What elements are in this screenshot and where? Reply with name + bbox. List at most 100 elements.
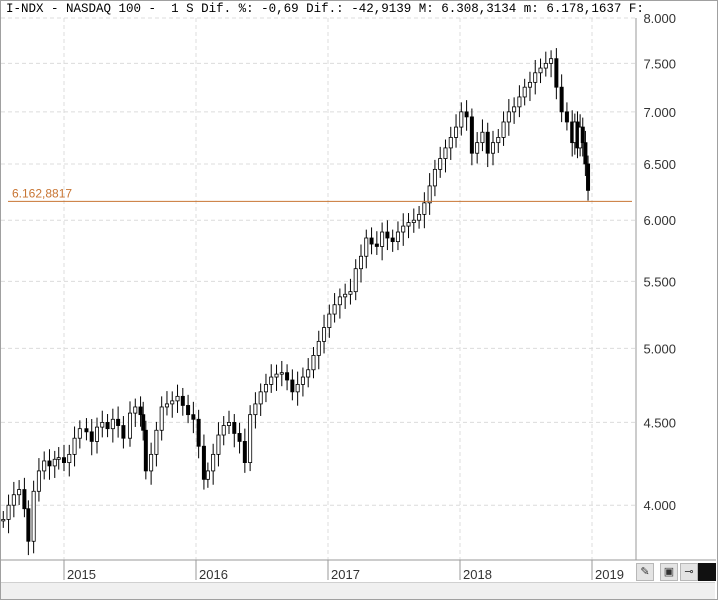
candle-body xyxy=(454,126,459,138)
grid-lines xyxy=(1,17,636,560)
candle-body xyxy=(52,458,57,467)
candle-body xyxy=(417,213,422,221)
candle-body xyxy=(401,225,406,233)
y-axis: 4.000 4.500 5.000 5.500 6.000 6.500 7.000 7.500… xyxy=(643,11,676,513)
quote-header: I-NDX - NASDAQ 100 - 1 S Dif. %: -0,69 D… xyxy=(6,2,644,16)
y-tick-label: 8.000 xyxy=(643,11,676,26)
candle-body xyxy=(586,163,591,191)
horizontal-line-label: 6.162,8817 xyxy=(12,186,72,200)
candle-body xyxy=(549,58,554,64)
candle-body xyxy=(501,121,506,138)
candle-body xyxy=(369,237,374,245)
candle-body xyxy=(253,403,258,416)
candle-body xyxy=(464,111,469,118)
candle-body xyxy=(374,243,379,247)
max-label: M: xyxy=(418,2,434,16)
candle-body xyxy=(432,168,437,187)
candle-body xyxy=(127,412,132,439)
candle-body xyxy=(496,137,501,144)
candle-body xyxy=(31,490,36,542)
candle-body xyxy=(159,406,164,431)
candle-body xyxy=(116,418,121,426)
candle-body xyxy=(554,58,559,88)
y-tick-label: 6.500 xyxy=(643,157,676,172)
candles-group xyxy=(1,48,591,556)
candle-body xyxy=(316,340,321,356)
candle-body xyxy=(216,434,221,455)
dif-pct-label: Dif. %: xyxy=(201,2,254,16)
x-tick-label: 2019 xyxy=(595,567,624,582)
candle-body xyxy=(201,445,206,480)
candle-body xyxy=(11,494,16,506)
dif-value: -42,9139 xyxy=(351,2,412,16)
candle-body xyxy=(290,379,295,393)
x-tick-label: 2015 xyxy=(67,567,96,582)
x-tick-label: 2017 xyxy=(331,567,360,582)
y-tick-label: 4.500 xyxy=(643,415,676,430)
candle-body xyxy=(1,519,6,522)
candle-body xyxy=(205,470,210,480)
candle-body xyxy=(559,86,564,113)
candle-body xyxy=(56,457,61,460)
candle-body xyxy=(533,72,538,83)
candle-body xyxy=(543,62,548,69)
candle-body xyxy=(343,293,348,298)
f-label: F: xyxy=(628,2,644,16)
candle-body xyxy=(133,406,138,414)
candle-body xyxy=(422,202,427,215)
candle-body xyxy=(427,185,432,204)
candle-body xyxy=(121,425,126,439)
candle-body xyxy=(138,406,143,416)
fill-square-icon[interactable] xyxy=(698,563,716,581)
candle-body xyxy=(538,67,543,74)
candle-body xyxy=(517,96,522,108)
candle-body xyxy=(6,504,11,520)
candle-body xyxy=(438,158,443,170)
candle-body xyxy=(475,142,480,154)
candle-body xyxy=(348,291,353,295)
candle-body xyxy=(512,106,517,113)
candle-body xyxy=(490,142,495,154)
candle-body xyxy=(22,489,27,510)
candle-body xyxy=(358,255,363,270)
candle-body xyxy=(263,384,268,393)
candle-body xyxy=(191,414,196,420)
pin-icon[interactable]: ⊸ xyxy=(680,563,698,581)
period: 1 S xyxy=(171,2,194,16)
candle-body xyxy=(327,313,332,328)
candle-body xyxy=(17,489,22,496)
dif-label: Dif.: xyxy=(306,2,344,16)
x-tick-label: 2016 xyxy=(199,567,228,582)
candle-body xyxy=(100,422,105,428)
candle-body xyxy=(522,86,527,98)
y-tick-label: 7.000 xyxy=(643,105,676,120)
y-tick-label: 5.000 xyxy=(643,341,676,356)
candle-body xyxy=(469,116,474,154)
candle-body xyxy=(411,219,416,223)
candle-body xyxy=(47,460,52,467)
candle-body xyxy=(406,222,411,227)
horizontal-scrollbar[interactable] xyxy=(1,582,715,599)
save-icon[interactable]: ▣ xyxy=(660,563,678,581)
candle-body xyxy=(26,508,31,542)
x-tick-label: 2018 xyxy=(463,567,492,582)
candle-body xyxy=(353,268,358,293)
candle-body xyxy=(248,414,253,463)
candle-body xyxy=(164,403,169,408)
candle-body xyxy=(196,418,201,447)
candle-body xyxy=(154,429,159,455)
candle-body xyxy=(459,111,464,128)
chart-settings-icon[interactable]: ✎ xyxy=(636,563,654,581)
candle-body xyxy=(332,304,337,315)
candle-body xyxy=(322,327,327,342)
candle-body xyxy=(36,470,41,492)
candle-body xyxy=(306,369,311,378)
max-value: 6.308,3134 xyxy=(441,2,517,16)
candle-body xyxy=(42,460,47,472)
candle-body xyxy=(89,431,94,442)
candle-body xyxy=(480,131,485,144)
candle-body xyxy=(390,237,395,243)
candle-body xyxy=(285,372,290,381)
